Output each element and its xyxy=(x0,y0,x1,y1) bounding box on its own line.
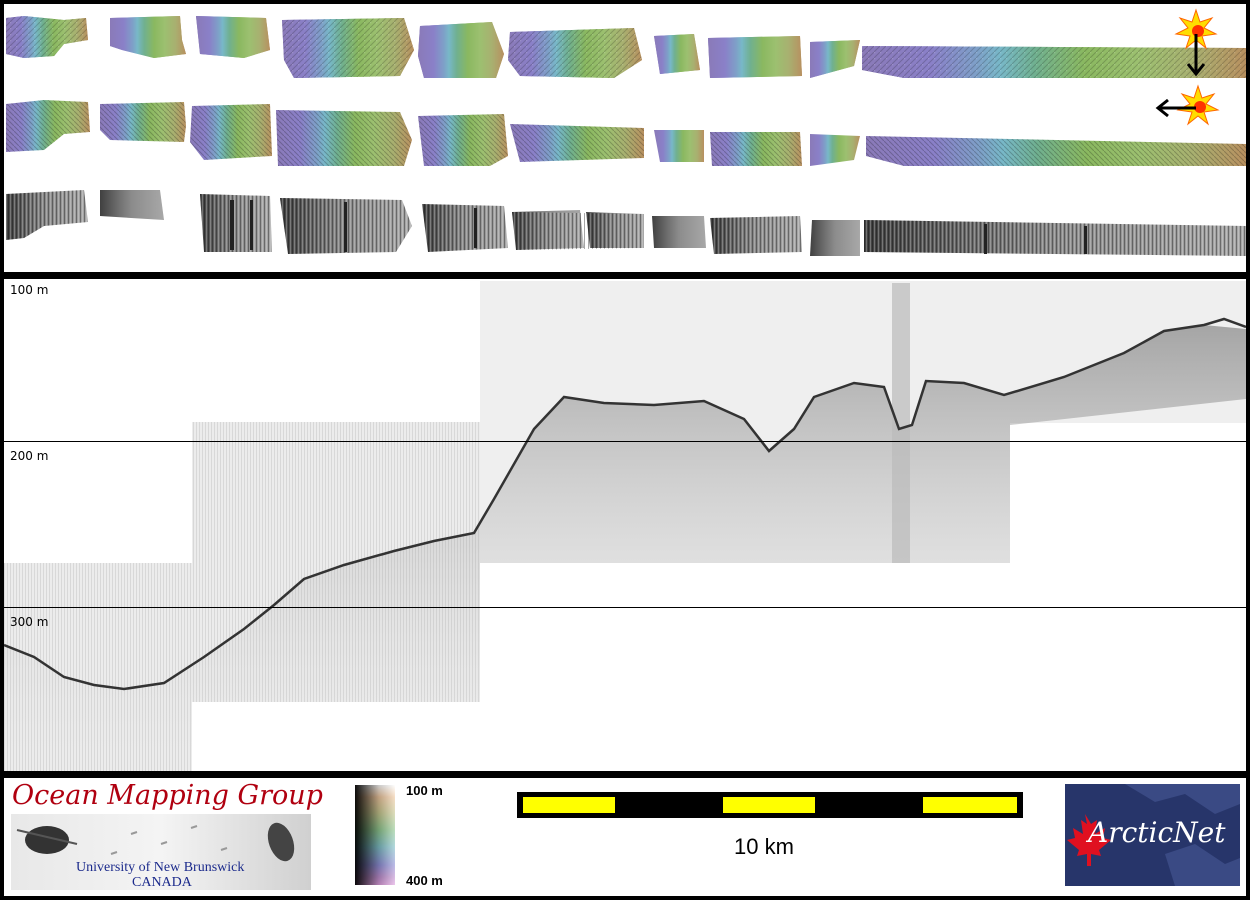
shaded-relief-strip-west xyxy=(6,100,1246,166)
arcticnet-logo xyxy=(1065,784,1240,886)
subbottom-profile-panel: 100 m 200 m 300 m xyxy=(4,279,1246,771)
maple-leaf-icon xyxy=(1067,814,1111,866)
scale-bar-segment xyxy=(923,797,1017,813)
gas-plume xyxy=(892,283,910,563)
scale-bar-label: 10 km xyxy=(734,834,794,859)
scale-bar xyxy=(517,792,1023,818)
sun-arrow-left-icon xyxy=(1154,84,1220,130)
arcticnet-wordmark: ArcticNet xyxy=(1088,816,1226,849)
colorbar-bottom-label: 400 m xyxy=(406,873,443,888)
omg-title: Ocean Mapping Group xyxy=(12,780,323,811)
sun-arrow-down-icon xyxy=(1174,8,1218,78)
profile-image xyxy=(4,281,1246,771)
footer-panel: Ocean Mapping Group University of New Br… xyxy=(4,778,1246,896)
backscatter-strip xyxy=(6,190,1246,256)
map-strips-panel xyxy=(4,4,1246,272)
colorbar-top-label: 100 m xyxy=(406,783,443,798)
omg-country: CANADA xyxy=(132,875,192,890)
omg-university: University of New Brunswick xyxy=(76,860,245,875)
seafloor-reflector xyxy=(4,317,1246,691)
scale-bar-segment xyxy=(723,797,815,813)
depth-label-100: 100 m xyxy=(10,283,49,297)
shaded-relief-strip-north xyxy=(6,16,1246,78)
ocean-mapping-group-logo xyxy=(11,784,311,890)
depth-gridline-300 xyxy=(4,607,1246,608)
depth-gridline-200 xyxy=(4,441,1246,442)
scale-bar-segment xyxy=(523,797,615,813)
seafloor-echo-shadow xyxy=(4,325,1246,771)
depth-label-300: 300 m xyxy=(10,615,49,629)
depth-colorbar-shading xyxy=(355,785,395,885)
depth-label-200: 200 m xyxy=(10,449,49,463)
